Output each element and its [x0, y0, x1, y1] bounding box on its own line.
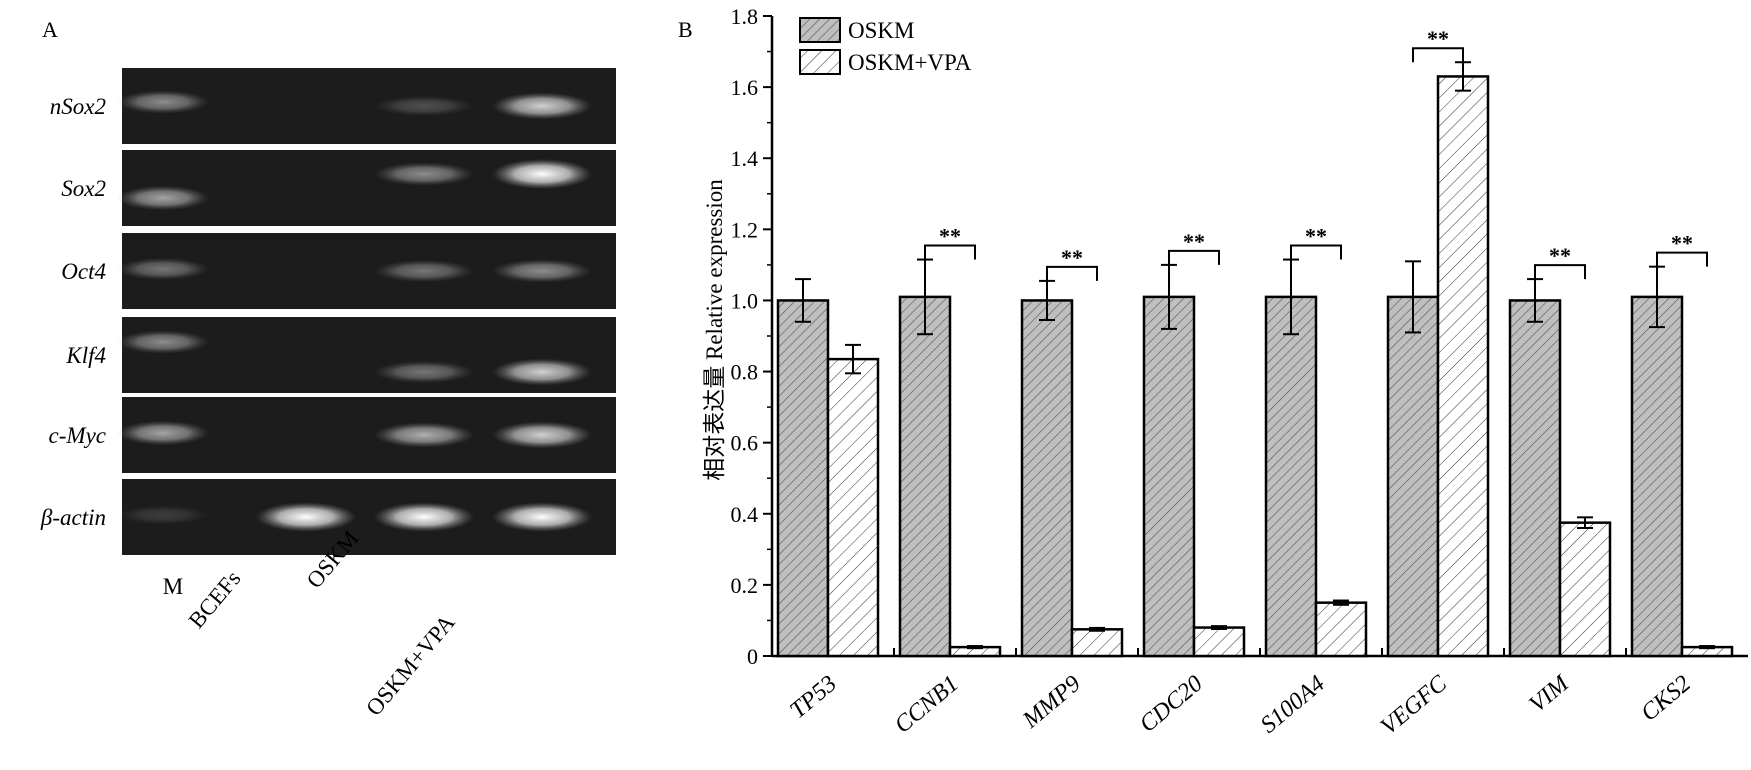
significance-label: **: [1427, 26, 1449, 51]
y-tick-label: 1.4: [731, 146, 759, 171]
significance-bracket: [1412, 47, 1464, 63]
y-tick-label: 1.2: [731, 217, 759, 242]
y-tick-label: 1.0: [731, 288, 759, 313]
significance-bracket: [1290, 244, 1342, 260]
y-tick-label: 0.4: [731, 502, 759, 527]
gel-band: [374, 422, 474, 448]
bar-oskm: [1020, 299, 1074, 658]
bar-chart-panel-b: B 相对表达量 Relative expression 0 0.2 0.4 0.6 0.…: [678, 4, 1748, 740]
significance-label: **: [1305, 224, 1327, 249]
gene-label: Sox2: [61, 176, 106, 201]
gel-band: [492, 259, 592, 283]
gel-band: [117, 505, 209, 525]
gel-band: [374, 502, 474, 532]
lane-label: OSKM+VPA: [361, 610, 460, 721]
gel-band: [492, 358, 592, 386]
gel-band: [117, 90, 209, 114]
significance-label: **: [1061, 245, 1083, 270]
gene-label: nSox2: [50, 94, 106, 119]
bar-oskm: [1386, 295, 1440, 658]
legend-swatch: [799, 49, 841, 75]
gene-label: c-Myc: [49, 423, 106, 448]
bar-oskm: [1508, 299, 1562, 658]
gel-band: [374, 162, 474, 186]
legend-label: OSKM: [848, 18, 914, 43]
y-tick-label: 0.6: [731, 431, 759, 456]
bar-oskm-vpa: [1314, 601, 1368, 658]
legend-label: OSKM+VPA: [848, 50, 972, 75]
gene-label: β-actin: [40, 505, 106, 530]
significance-bracket: [924, 244, 976, 260]
significance-label: **: [1671, 231, 1693, 256]
bar-oskm: [898, 295, 952, 658]
lane-label: BCEFs: [184, 566, 246, 633]
bar-oskm-vpa: [826, 357, 880, 658]
panel-a-letter: A: [42, 17, 58, 42]
y-tick-label: 1.8: [731, 4, 759, 29]
bar-oskm: [1264, 295, 1318, 658]
bar-oskm-vpa: [1192, 626, 1246, 658]
bar-oskm-vpa: [1436, 75, 1490, 658]
x-category-label: VIM: [1524, 669, 1575, 718]
gel-band: [492, 159, 592, 189]
bar-oskm: [776, 299, 830, 658]
bar-oskm-vpa: [1558, 521, 1612, 658]
significance-label: **: [1549, 243, 1571, 268]
gel-band: [492, 502, 592, 532]
significance-bracket: [1046, 265, 1098, 281]
gel-band: [256, 502, 356, 532]
significance-bracket: [1534, 264, 1586, 280]
x-category-label: CCNB1: [890, 671, 964, 739]
legend-swatch: [799, 17, 841, 43]
bar-oskm: [1630, 295, 1684, 658]
gel-band: [117, 257, 209, 281]
y-axis-label: 相对表达量 Relative expression: [702, 179, 727, 481]
gel-band: [374, 360, 474, 384]
y-tick-label: 1.6: [731, 75, 759, 100]
plot-area: 0 0.2 0.4 0.6 0.8 1.0 1.2 1.4 1.6 1.8 TP53 ** CCNB1 *…: [731, 4, 1748, 740]
significance-bracket: [1168, 249, 1220, 265]
x-category-label: S100A4: [1256, 671, 1330, 739]
gel-band: [117, 420, 209, 446]
bar-oskm: [1142, 295, 1196, 658]
y-tick-label: 0: [747, 644, 758, 669]
x-category-label: TP53: [785, 671, 842, 724]
gel-panel-a: A nSox2 Sox2 Oct4 Klf4 c-Myc β-actin M BCEFs OSK…: [40, 17, 616, 720]
gene-label: Oct4: [61, 259, 106, 284]
gel-band: [374, 95, 474, 117]
gel-band: [374, 259, 474, 283]
y-tick-label: 0.8: [731, 360, 759, 385]
x-category-label: CKS2: [1636, 671, 1696, 727]
gel-band: [117, 185, 209, 211]
gel-band: [492, 421, 592, 449]
gel-band: [492, 92, 592, 120]
bar-oskm-vpa: [1070, 628, 1124, 658]
y-tick-label: 0.2: [731, 573, 759, 598]
lane-label: M: [163, 574, 183, 599]
significance-label: **: [1183, 229, 1205, 254]
x-category-label: CDC20: [1135, 671, 1208, 738]
panel-b-letter: B: [678, 17, 693, 42]
significance-label: **: [939, 224, 961, 249]
x-category-label: MMP9: [1017, 671, 1086, 734]
gene-label: Klf4: [65, 343, 106, 368]
gel-band: [117, 330, 209, 354]
significance-bracket: [1656, 251, 1708, 267]
x-category-label: VEGFC: [1376, 670, 1453, 740]
